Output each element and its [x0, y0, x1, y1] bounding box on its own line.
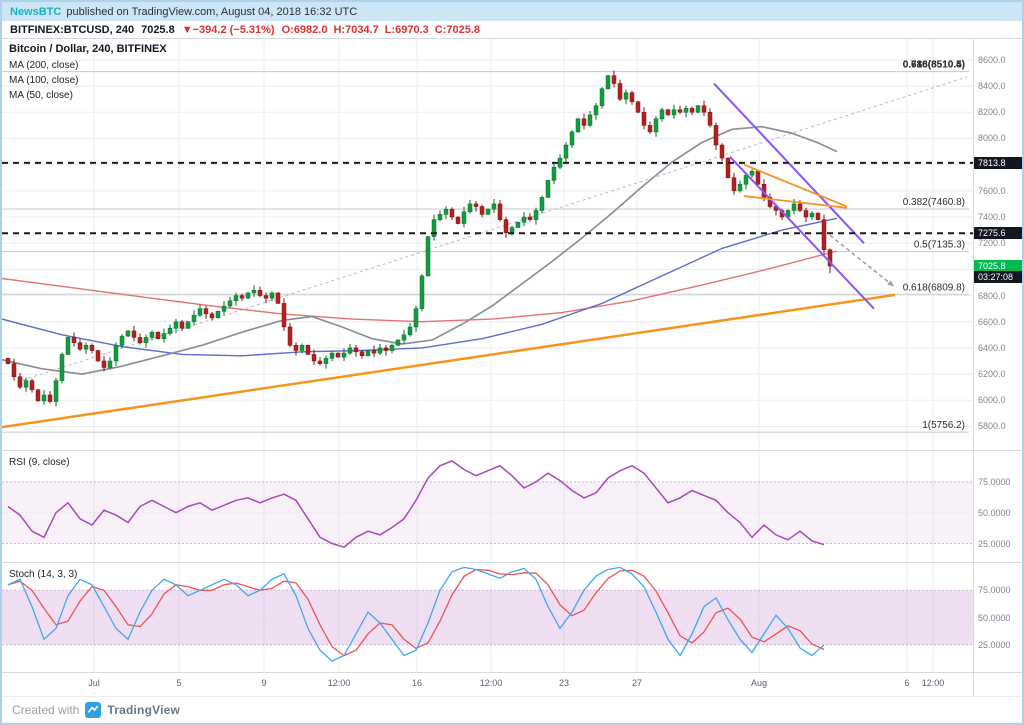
time-axis-row: Jul 5 9 12:00 16 12:00 23 27 Aug 6 12:00 — [2, 672, 1022, 696]
open-value: 6982.0 — [293, 23, 328, 36]
time-tick-label: Aug — [750, 678, 768, 688]
orange-pennant-line — [743, 195, 848, 209]
price-level-tag: 7813.8 — [974, 156, 1022, 169]
price-tick-label: 7200.0 — [978, 238, 1006, 249]
oscillator-band — [2, 590, 973, 645]
open-label: O: — [281, 23, 294, 36]
newsbtc-brand[interactable]: NewsBTC — [10, 5, 62, 18]
oscillator-tick-label: 50.0000 — [978, 507, 1011, 518]
time-tick-label: 12:00 — [327, 678, 351, 688]
orange-pennant-line — [743, 163, 848, 208]
oscillator-band — [2, 481, 973, 544]
price-tick-label: 7400.0 — [978, 212, 1006, 222]
low-label: L: — [384, 23, 396, 36]
time-tick-label: 23 — [558, 678, 570, 688]
stoch-axis[interactable]: 75.0000 50.0000 25.0000 — [973, 563, 1022, 672]
main-price-panel: Bitcoin / Dollar, 240, BITFINEX MA (200,… — [2, 39, 1022, 450]
stoch-panel: Stoch (14, 3, 3) 75.0000 50.0000 25.0000 — [2, 562, 1022, 672]
symbol-bar: BITFINEX:BTCUSD, 240 7025.8 ▼−394.2 (−5.… — [2, 21, 1022, 39]
rsi-plot[interactable]: RSI (9, close) — [2, 451, 973, 562]
price-level-tag: 7275.6 — [974, 227, 1022, 240]
rsi-panel: RSI (9, close) 75.0000 50.0000 25.0000 — [2, 450, 1022, 562]
last-price-value: 7025.8 — [141, 23, 175, 36]
fib-top-label: 0.618(8510.4) — [903, 60, 965, 71]
oscillator-tick-label: 50.0000 — [978, 612, 1011, 623]
purple-channel-line — [729, 156, 875, 310]
price-tick-label: 8000.0 — [978, 133, 1006, 144]
close-label: C: — [434, 23, 447, 36]
price-axis[interactable]: 8600.08400.08200.08000.07800.07600.07400… — [973, 39, 1022, 450]
time-tick-label: Jul — [88, 678, 100, 688]
candlesticks — [5, 70, 833, 407]
time-tick-label: 27 — [631, 678, 643, 688]
last-price-tag: 7025.8 — [974, 259, 1022, 272]
created-with-label: Created with — [12, 703, 80, 717]
high-value: 7034.7 — [345, 23, 379, 36]
projection-arrowhead — [887, 280, 894, 287]
chart-area: Bitcoin / Dollar, 240, BITFINEX MA (200,… — [2, 39, 1022, 696]
time-tick-label: 9 — [261, 678, 267, 688]
ma50-line — [2, 125, 838, 375]
stoch-k-line — [7, 566, 825, 662]
price-tick-label: 7600.0 — [978, 185, 1006, 196]
stoch-plot[interactable]: Stoch (14, 3, 3) — [2, 563, 973, 672]
orange-support-trendline — [2, 293, 896, 429]
price-tick-label: 6200.0 — [978, 369, 1006, 380]
rsi-axis[interactable]: 75.0000 50.0000 25.0000 — [973, 451, 1022, 562]
time-axis-corner — [973, 673, 1022, 696]
time-tick-label: 6 — [904, 678, 910, 688]
ma100-line — [2, 217, 838, 357]
time-tick-label: 12:00 — [921, 678, 945, 688]
fib-level-label: 1(5756.2) — [922, 420, 965, 431]
time-tick-label: 12:00 — [479, 678, 503, 688]
price-tick-label: 8400.0 — [978, 81, 1006, 92]
time-axis[interactable]: Jul 5 9 12:00 16 12:00 23 27 Aug 6 12:00 — [2, 673, 973, 696]
time-tick-label: 5 — [176, 678, 182, 688]
fib-top-label: 0.786(8510.5) — [903, 60, 965, 71]
price-tick-label: 6800.0 — [978, 290, 1006, 301]
low-value: 6970.3 — [395, 23, 429, 36]
price-tick-label: 8600.0 — [978, 54, 1006, 65]
time-tick-label: 16 — [411, 678, 423, 688]
dashed-trendline — [16, 76, 968, 383]
main-chart-plot[interactable]: Bitcoin / Dollar, 240, BITFINEX MA (200,… — [2, 39, 973, 450]
high-label: H: — [333, 23, 346, 36]
oscillator-tick-label: 75.0000 — [978, 585, 1011, 596]
footer: Created with TradingView — [2, 696, 1022, 723]
close-value: 7025.8 — [446, 23, 481, 36]
rsi-line — [7, 460, 825, 549]
publish-info: published on TradingView.com, August 04,… — [66, 5, 358, 18]
main-chart-svg: 0.382(7460.8) 0.5(7135.3) 0.618(6809.8) 1(5… — [2, 39, 973, 450]
symbol-name[interactable]: BITFINEX:BTCUSD, 240 — [10, 23, 135, 36]
tradingview-logo-icon[interactable] — [85, 702, 102, 718]
price-tick-label: 6600.0 — [978, 316, 1006, 327]
tradingview-wordmark[interactable]: TradingView — [107, 703, 181, 717]
price-tick-label: 8200.0 — [978, 107, 1006, 118]
publish-bar: NewsBTC published on TradingView.com, Au… — [2, 2, 1022, 21]
price-change: ▼−394.2 (−5.31%) — [181, 23, 275, 36]
ohlc-readout: O:6982.0 H:7034.7 L:6970.3 C:7025.8 — [282, 24, 480, 36]
price-tick-label: 5800.0 — [978, 421, 1006, 432]
bar-countdown-tag: 03:27:08 — [974, 270, 1022, 283]
rsi-plot-svg — [2, 451, 973, 562]
oscillator-tick-label: 75.0000 — [978, 476, 1011, 487]
price-tick-label: 6400.0 — [978, 342, 1006, 353]
fib-level-label: 0.5(7135.3) — [914, 240, 965, 251]
stoch-plot-svg — [2, 563, 973, 672]
price-tick-label: 6000.0 — [978, 395, 1006, 406]
oscillator-tick-label: 25.0000 — [978, 639, 1011, 650]
oscillator-tick-label: 25.0000 — [978, 538, 1011, 549]
ma200-line — [2, 250, 838, 323]
fib-level-label: 0.618(6809.8) — [903, 282, 965, 293]
fib-level-label: 0.382(7460.8) — [903, 197, 965, 208]
